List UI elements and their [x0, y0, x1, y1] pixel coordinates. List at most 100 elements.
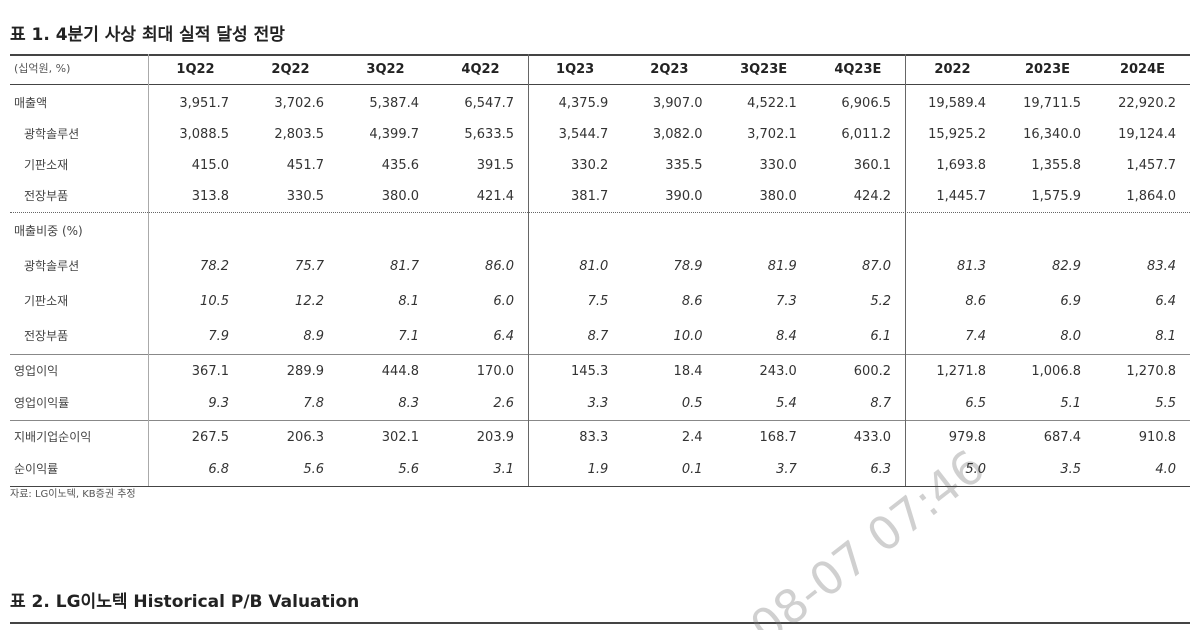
column-header: (십억원, %): [14, 62, 71, 75]
table-cell: 3,088.5: [179, 126, 229, 142]
table-cell: 1,864.0: [1126, 188, 1176, 204]
row-label: 전장부품: [24, 328, 69, 343]
table-rule: [10, 622, 1190, 624]
table-cell: 9.3: [208, 396, 229, 411]
table-cell: 415.0: [191, 157, 229, 173]
row-label: 순이익률: [14, 462, 59, 476]
table-cell: 391.5: [476, 157, 514, 173]
row-label: 기판소재: [24, 293, 69, 308]
table-cell: 170.0: [476, 364, 514, 379]
table-cell: 5.0: [965, 462, 986, 477]
row-label: 기판소재: [24, 157, 69, 172]
header-rule: [10, 84, 1190, 85]
table-cell: 1,457.7: [1126, 157, 1176, 173]
table-cell: 5.4: [776, 396, 797, 411]
table-cell: 81.3: [957, 258, 986, 274]
table-cell: 7.9: [208, 328, 229, 344]
table-cell: 1,006.8: [1031, 364, 1081, 379]
table-cell: 390.0: [665, 188, 703, 204]
table-cell: 3,544.7: [558, 126, 609, 142]
row-label: 영업이익률: [14, 396, 70, 410]
table-cell: 267.5: [191, 430, 229, 445]
table-cell: 81.0: [579, 258, 609, 274]
table-cell: 6,547.7: [464, 95, 514, 111]
table-cell: 330.2: [571, 157, 609, 173]
table-cell: 6,011.2: [841, 126, 891, 142]
table-cell: 1,270.8: [1126, 364, 1176, 379]
column-header: 2Q23: [650, 62, 689, 77]
table-cell: 8.6: [681, 293, 703, 309]
table-cell: 145.3: [571, 364, 609, 379]
table-cell: 8.6: [965, 293, 986, 309]
column-divider: [148, 54, 149, 486]
table-cell: 4,522.1: [747, 95, 797, 111]
row-label: 전장부품: [24, 188, 69, 203]
table-cell: 18.4: [673, 364, 703, 379]
table-cell: 6.1: [870, 328, 891, 344]
table-cell: 6.9: [1060, 293, 1081, 309]
table-cell: 421.4: [476, 188, 514, 204]
table-cell: 3,951.7: [179, 95, 229, 111]
table-cell: 4,399.7: [369, 126, 419, 142]
table-cell: 19,124.4: [1118, 126, 1176, 142]
table-cell: 3,702.1: [747, 126, 797, 142]
table-cell: 0.5: [681, 396, 703, 411]
table-cell: 380.0: [381, 188, 419, 204]
table-cell: 8.7: [587, 328, 609, 344]
row-label: 매출비중 (%): [14, 223, 83, 238]
table-cell: 8.0: [1060, 328, 1081, 344]
table-title: 표 2. LG이노텍 Historical P/B Valuation: [10, 592, 360, 612]
table-cell: 4,375.9: [558, 95, 609, 111]
table-cell: 5.6: [303, 462, 324, 477]
table-cell: 6.3: [870, 462, 891, 477]
table-cell: 979.8: [948, 430, 986, 445]
header-rule: [10, 54, 1190, 56]
table-cell: 5.5: [1155, 396, 1176, 411]
table-cell: 1,445.7: [936, 188, 986, 204]
table-cell: 6.4: [1155, 293, 1176, 309]
column-header: 2022: [934, 62, 971, 77]
table-cell: 8.3: [398, 396, 419, 411]
table-cell: 5.6: [398, 462, 419, 477]
table-cell: 7.1: [398, 328, 419, 344]
table-cell: 3.5: [1060, 462, 1081, 477]
table-cell: 10.5: [200, 293, 229, 309]
table-cell: 600.2: [853, 364, 891, 379]
table-cell: 367.1: [191, 364, 229, 379]
table-cell: 87.0: [862, 258, 891, 274]
table-cell: 1,693.8: [936, 157, 986, 173]
table-cell: 8.9: [303, 328, 324, 344]
table-cell: 15,925.2: [928, 126, 986, 142]
table-cell: 4.0: [1155, 462, 1176, 477]
table-cell: 435.6: [381, 157, 419, 173]
column-header: 1Q22: [176, 62, 215, 77]
table-cell: 12.2: [295, 293, 324, 309]
table-cell: 380.0: [759, 188, 797, 204]
table-cell: 1,355.8: [1031, 157, 1081, 173]
table-cell: 5.2: [870, 293, 891, 309]
table-cell: 16,340.0: [1023, 126, 1081, 142]
column-divider: [528, 54, 529, 486]
column-header: 2024E: [1119, 62, 1166, 77]
table-cell: 7.3: [776, 293, 797, 309]
section-rule: [10, 212, 1190, 213]
table-cell: 5,387.4: [369, 95, 419, 111]
table-cell: 86.0: [485, 258, 514, 274]
table-cell: 687.4: [1043, 430, 1081, 445]
table-cell: 433.0: [853, 430, 891, 445]
table-cell: 168.7: [759, 430, 797, 445]
table-cell: 19,589.4: [928, 95, 986, 111]
table-cell: 2,803.5: [274, 126, 324, 142]
table-cell: 6.4: [493, 328, 514, 344]
table-cell: 3,082.0: [652, 126, 703, 142]
table-cell: 6.5: [965, 396, 986, 411]
column-header: 4Q22: [461, 62, 500, 77]
table-cell: 2.4: [681, 430, 703, 445]
table-cell: 910.8: [1138, 430, 1176, 445]
table-cell: 1,575.9: [1031, 188, 1081, 204]
table-cell: 313.8: [191, 188, 229, 204]
table-cell: 3.7: [776, 462, 797, 477]
column-header: 2Q22: [271, 62, 310, 77]
table-cell: 302.1: [381, 430, 419, 445]
table-cell: 3.3: [587, 396, 609, 411]
